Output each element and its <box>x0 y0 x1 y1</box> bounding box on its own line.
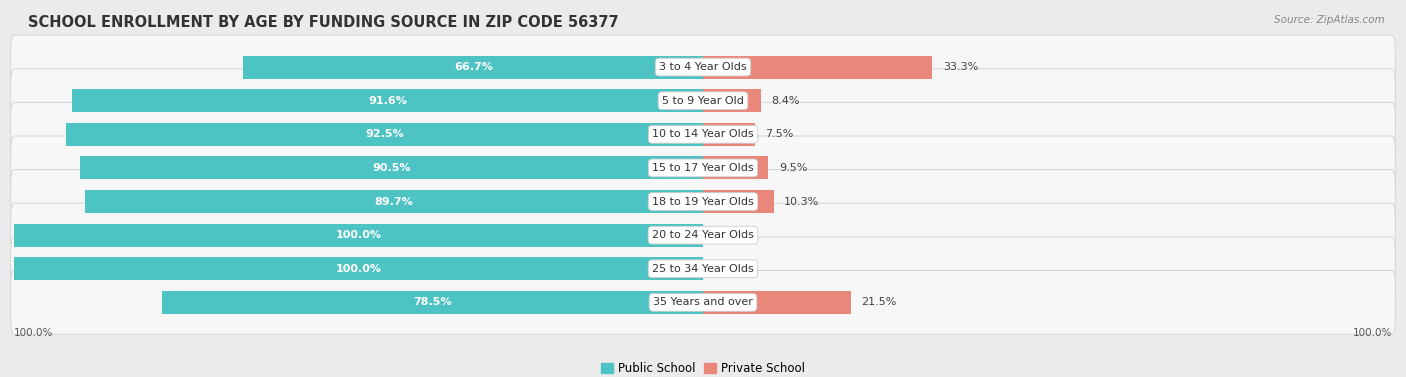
Bar <box>703 123 755 146</box>
Bar <box>14 257 703 280</box>
Text: 21.5%: 21.5% <box>862 297 897 307</box>
Bar <box>66 123 703 146</box>
Bar <box>72 89 703 112</box>
Bar <box>703 291 851 314</box>
Text: SCHOOL ENROLLMENT BY AGE BY FUNDING SOURCE IN ZIP CODE 56377: SCHOOL ENROLLMENT BY AGE BY FUNDING SOUR… <box>28 15 619 30</box>
Text: 90.5%: 90.5% <box>373 163 411 173</box>
Text: 7.5%: 7.5% <box>765 129 793 139</box>
Legend: Public School, Private School: Public School, Private School <box>596 357 810 377</box>
Bar <box>84 190 703 213</box>
Text: 5 to 9 Year Old: 5 to 9 Year Old <box>662 96 744 106</box>
FancyBboxPatch shape <box>11 69 1395 133</box>
Bar <box>703 156 769 179</box>
FancyBboxPatch shape <box>11 237 1395 301</box>
Text: 20 to 24 Year Olds: 20 to 24 Year Olds <box>652 230 754 240</box>
Text: 8.4%: 8.4% <box>772 96 800 106</box>
Text: 66.7%: 66.7% <box>454 62 492 72</box>
Text: 33.3%: 33.3% <box>943 62 979 72</box>
Text: 78.5%: 78.5% <box>413 297 451 307</box>
Text: Source: ZipAtlas.com: Source: ZipAtlas.com <box>1274 15 1385 25</box>
Bar <box>703 56 932 78</box>
Text: 3 to 4 Year Olds: 3 to 4 Year Olds <box>659 62 747 72</box>
Text: 0.0%: 0.0% <box>713 264 741 274</box>
Text: 100.0%: 100.0% <box>1353 328 1392 337</box>
Text: 10 to 14 Year Olds: 10 to 14 Year Olds <box>652 129 754 139</box>
FancyBboxPatch shape <box>11 170 1395 233</box>
Text: 89.7%: 89.7% <box>374 196 413 207</box>
Text: 18 to 19 Year Olds: 18 to 19 Year Olds <box>652 196 754 207</box>
FancyBboxPatch shape <box>11 203 1395 267</box>
Text: 100.0%: 100.0% <box>336 230 381 240</box>
Bar <box>80 156 703 179</box>
Bar <box>703 89 761 112</box>
FancyBboxPatch shape <box>11 103 1395 166</box>
Text: 15 to 17 Year Olds: 15 to 17 Year Olds <box>652 163 754 173</box>
Text: 100.0%: 100.0% <box>14 328 53 337</box>
FancyBboxPatch shape <box>11 136 1395 200</box>
Bar <box>162 291 703 314</box>
Text: 25 to 34 Year Olds: 25 to 34 Year Olds <box>652 264 754 274</box>
FancyBboxPatch shape <box>11 35 1395 99</box>
Text: 35 Years and over: 35 Years and over <box>652 297 754 307</box>
Text: 92.5%: 92.5% <box>366 129 404 139</box>
Bar <box>243 56 703 78</box>
Bar <box>703 190 773 213</box>
Text: 0.0%: 0.0% <box>713 230 741 240</box>
Text: 9.5%: 9.5% <box>779 163 807 173</box>
Text: 91.6%: 91.6% <box>368 96 406 106</box>
Bar <box>14 224 703 247</box>
FancyBboxPatch shape <box>11 270 1395 334</box>
Text: 100.0%: 100.0% <box>336 264 381 274</box>
Text: 10.3%: 10.3% <box>785 196 820 207</box>
